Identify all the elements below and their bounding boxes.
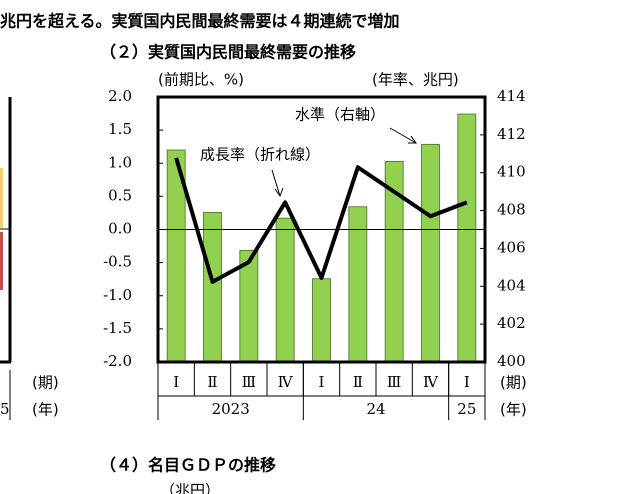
x-tick-label: Ⅳ — [278, 373, 294, 391]
bar — [275, 217, 295, 363]
x-tick-label: Ⅱ — [353, 373, 363, 391]
year-label: 2023 — [212, 400, 250, 418]
fragment-year: 5 — [0, 400, 10, 418]
y-tick-label: 0.5 — [108, 186, 132, 204]
growth-line — [174, 157, 468, 284]
fragment-period-unit: (期) — [32, 374, 59, 392]
y2-tick-label: 404 — [497, 276, 526, 294]
annotation-arrow — [271, 169, 284, 198]
y-tick-label: -2.0 — [103, 352, 132, 370]
right-unit: (年率、兆円) — [372, 71, 459, 89]
plot-frame — [156, 95, 487, 364]
bar — [348, 206, 368, 363]
annotation-arrow — [389, 127, 417, 144]
x-unit-period: (期) — [500, 374, 527, 392]
x-tick-label: Ⅰ — [173, 373, 179, 391]
bar — [457, 113, 477, 363]
y2-tick-label: 406 — [497, 238, 526, 256]
y2-tick-label: 410 — [497, 163, 526, 181]
year-label: 24 — [366, 400, 385, 418]
y-tick-label: 0.0 — [108, 220, 132, 238]
left-unit: (前期比、%) — [158, 71, 244, 89]
y-tick-label: -1.5 — [103, 319, 132, 337]
x-tick-label: Ⅳ — [423, 373, 439, 391]
bar — [203, 212, 222, 363]
bar-annotation: 水準（右軸） — [295, 106, 385, 124]
fragment-year-unit: (年) — [32, 401, 59, 419]
next-unit: （兆円） — [160, 482, 220, 494]
year-label: 25 — [457, 400, 476, 418]
y2-tick-label: 402 — [497, 314, 526, 332]
y2-tick-label: 408 — [497, 201, 526, 219]
y-tick-label: 1.5 — [108, 120, 132, 138]
y-tick-label: 2.0 — [108, 87, 132, 105]
line-annotation: 成長率（折れ線） — [200, 146, 320, 164]
x-tick-label: Ⅱ — [207, 373, 217, 391]
bar — [421, 143, 440, 363]
y2-tick-label: 414 — [497, 87, 526, 105]
header-text: 兆円を超える。実質国内民間最終需要は４期連続で増加 — [0, 12, 400, 31]
bar — [312, 278, 331, 363]
y-tick-label: -1.0 — [103, 286, 132, 304]
x-tick-label: Ⅰ — [464, 373, 470, 391]
fragment-bar — [0, 168, 3, 228]
x-tick-label: Ⅲ — [242, 373, 256, 391]
x-tick-label: Ⅰ — [319, 373, 325, 391]
chart-title: （２）実質国内民間最終需要の推移 — [100, 43, 356, 62]
y2-tick-label: 400 — [497, 352, 526, 370]
fragment-bar — [0, 232, 3, 290]
x-tick-label: Ⅲ — [387, 373, 401, 391]
next-title: （４）名目ＧＤＰの推移 — [100, 456, 276, 475]
x-unit-year: (年) — [500, 401, 527, 419]
y2-tick-label: 412 — [497, 125, 526, 143]
y-tick-label: 1.0 — [108, 153, 132, 171]
y-tick-label: -0.5 — [103, 253, 132, 271]
